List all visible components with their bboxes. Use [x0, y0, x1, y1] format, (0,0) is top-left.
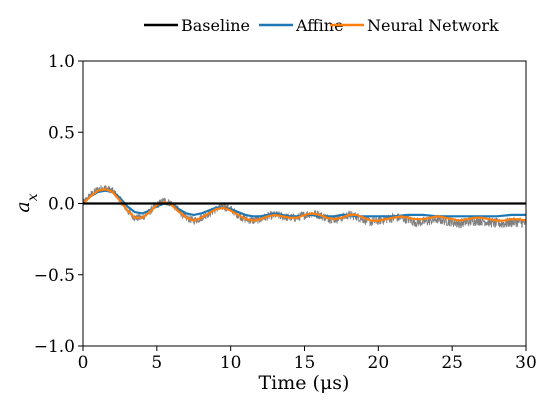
series-line-measured [83, 185, 526, 229]
legend: Baseline Affine Neural Network [144, 16, 499, 35]
series-line-neural-network [83, 188, 526, 222]
x-tick-label: 20 [368, 353, 390, 373]
legend-label: Baseline [181, 16, 250, 35]
plot-area [82, 60, 527, 347]
x-tick-label: 15 [294, 353, 316, 373]
y-tick-label: −1.0 [34, 337, 75, 357]
series-line-affine [83, 189, 526, 218]
x-tick-label: 5 [151, 353, 162, 373]
y-tick-label: 1.0 [48, 52, 75, 72]
x-tick-label: 25 [441, 353, 463, 373]
legend-label: Neural Network [367, 16, 499, 35]
y-tick-label: 0.0 [48, 195, 75, 215]
x-axis-label: Time (μs) [259, 372, 350, 394]
x-tick-label: 10 [220, 353, 242, 373]
x-tick-label: 30 [515, 353, 537, 373]
y-axis-label-base: a [12, 201, 34, 212]
legend-label: Affine [295, 16, 344, 35]
x-axis: 0 5 10 15 20 25 30 [78, 346, 537, 373]
y-axis-label-sub: x [25, 193, 41, 201]
y-axis-label: ax [12, 193, 41, 212]
y-axis: −1.0 −0.5 0.0 0.5 1.0 [34, 52, 83, 357]
y-tick-label: −0.5 [34, 266, 75, 286]
y-tick-label: 0.5 [48, 123, 75, 143]
x-tick-label: 0 [78, 353, 89, 373]
